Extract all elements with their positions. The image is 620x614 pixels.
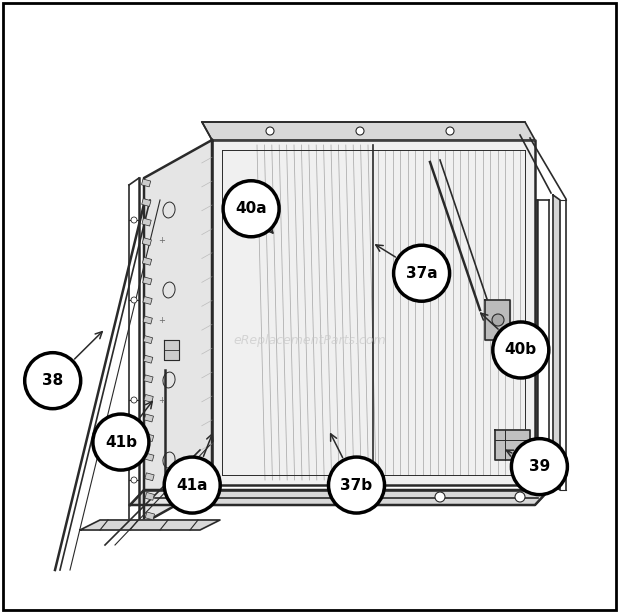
Text: +: + — [159, 316, 166, 325]
Polygon shape — [495, 430, 530, 460]
Bar — [143, 316, 153, 324]
Text: 40b: 40b — [505, 343, 537, 357]
Bar — [145, 473, 154, 481]
Bar — [142, 238, 151, 246]
Text: 38: 38 — [42, 373, 63, 388]
Polygon shape — [212, 140, 535, 485]
Circle shape — [164, 457, 220, 513]
Bar — [144, 433, 154, 441]
Bar — [144, 394, 153, 402]
Circle shape — [492, 314, 504, 326]
Circle shape — [131, 217, 137, 223]
Polygon shape — [202, 122, 535, 140]
Text: 37a: 37a — [405, 266, 438, 281]
Bar — [143, 277, 152, 285]
Polygon shape — [80, 520, 220, 530]
Bar — [144, 356, 153, 363]
Text: +: + — [159, 236, 166, 244]
Bar — [144, 414, 154, 422]
Circle shape — [329, 457, 384, 513]
Circle shape — [93, 414, 149, 470]
Circle shape — [131, 477, 137, 483]
Polygon shape — [164, 340, 179, 360]
Circle shape — [350, 492, 360, 502]
Text: 41b: 41b — [105, 435, 137, 449]
Circle shape — [435, 492, 445, 502]
Bar — [142, 198, 151, 206]
Text: +: + — [159, 395, 166, 405]
Text: 37b: 37b — [340, 478, 373, 492]
Circle shape — [512, 438, 567, 495]
Circle shape — [394, 245, 450, 301]
Circle shape — [515, 492, 525, 502]
Bar — [143, 297, 152, 305]
Polygon shape — [485, 300, 510, 340]
Bar — [144, 453, 154, 461]
Circle shape — [25, 352, 81, 409]
Bar — [143, 257, 152, 265]
Polygon shape — [553, 195, 560, 490]
Text: 41a: 41a — [177, 478, 208, 492]
Bar — [145, 512, 154, 520]
Circle shape — [446, 127, 454, 135]
Bar — [145, 492, 154, 500]
Text: eReplacementParts.com: eReplacementParts.com — [234, 333, 386, 346]
Circle shape — [131, 397, 137, 403]
Text: 39: 39 — [529, 459, 550, 474]
Text: 40a: 40a — [235, 201, 267, 216]
Circle shape — [170, 492, 180, 502]
Bar — [143, 336, 153, 344]
Circle shape — [356, 127, 364, 135]
Circle shape — [223, 181, 279, 237]
Polygon shape — [130, 490, 549, 505]
Bar — [141, 179, 151, 187]
Polygon shape — [144, 140, 212, 523]
Circle shape — [266, 127, 274, 135]
Bar — [142, 218, 151, 226]
Bar — [144, 375, 153, 383]
Circle shape — [131, 297, 137, 303]
Circle shape — [493, 322, 549, 378]
